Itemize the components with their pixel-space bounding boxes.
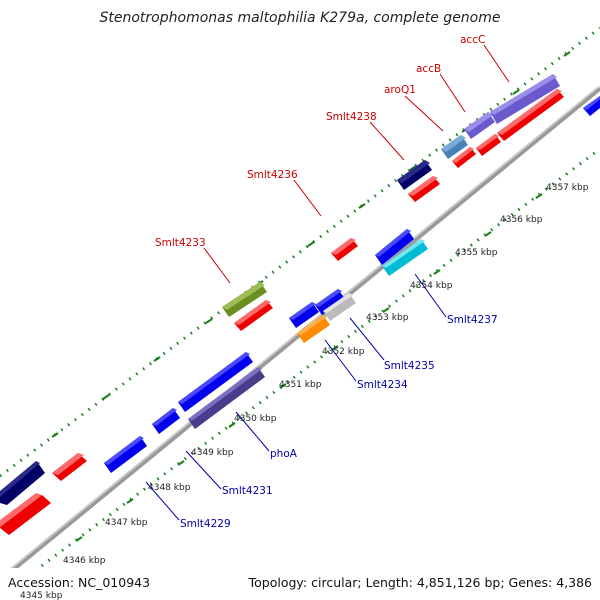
gene-feature[interactable] [0, 493, 51, 535]
gene-feature-green[interactable] [222, 282, 267, 317]
gene-label-aroQ1[interactable]: aroQ1 [384, 84, 416, 96]
gene-label-accC[interactable]: accC [460, 34, 485, 46]
gene-label-Smlt4236[interactable]: Smlt4236 [247, 169, 298, 181]
gene-feature[interactable] [234, 300, 273, 331]
gene-feature-purple[interactable] [464, 112, 495, 139]
gene-feature-slate[interactable] [188, 367, 265, 429]
gene-feature[interactable] [315, 289, 345, 315]
gene-feature[interactable] [375, 229, 414, 265]
gene-feature[interactable] [104, 436, 147, 473]
kbp-label: 4357 kbp [546, 183, 589, 193]
gene-label-Smlt4231[interactable]: Smlt4231 [222, 485, 273, 497]
gene-feature[interactable] [331, 238, 358, 261]
gene-feature[interactable] [178, 352, 253, 412]
label-leaders [145, 44, 510, 521]
tick-track-outer [0, 26, 600, 478]
kbp-label: 4353 kbp [366, 313, 409, 323]
gene-feature[interactable] [452, 147, 476, 168]
accession-text: Accession: NC_010943 [8, 575, 150, 590]
gene-label-accB[interactable]: accB [416, 63, 441, 75]
gene-feature-steelblue[interactable] [441, 135, 468, 159]
kbp-label: 4352 kbp [322, 347, 365, 357]
gene-label-Smlt4234[interactable]: Smlt4234 [357, 379, 408, 391]
gene-feature[interactable] [289, 302, 319, 328]
gene-label-Smlt4237[interactable]: Smlt4237 [447, 314, 498, 326]
gene-feature[interactable] [408, 176, 440, 202]
kbp-label: 4347 kbp [105, 518, 148, 528]
gene-feature-purple[interactable] [490, 74, 560, 124]
kbp-label: 4354 kbp [410, 281, 453, 291]
gene-feature[interactable] [583, 96, 600, 116]
gene-labels: accC accB aroQ1 Smlt4238 Smlt4236 Smlt42… [155, 34, 498, 530]
gene-label-Smlt4235[interactable]: Smlt4235 [384, 360, 435, 372]
kbp-label: 4351 kbp [279, 380, 322, 390]
gene-feature-cyan[interactable] [382, 239, 428, 276]
gene-feature[interactable] [497, 89, 564, 141]
gene-feature-orange[interactable] [297, 315, 330, 343]
gene-feature[interactable] [52, 453, 87, 481]
gene-label-Smlt4233[interactable]: Smlt4233 [155, 237, 206, 249]
tick-track-inner [27, 147, 600, 578]
gene-feature-gray[interactable] [323, 293, 356, 321]
kbp-label: 4349 kbp [191, 448, 234, 458]
gene-label-phoA[interactable]: phoA [270, 448, 298, 460]
minus-strand-genes [0, 96, 600, 505]
kbp-label: 4356 kbp [500, 215, 543, 225]
footer-band [0, 568, 600, 600]
kbp-label: 4348 kbp [148, 483, 191, 493]
kbp-label: 4346 kbp [63, 556, 106, 566]
map-title: Stenotrophomonas maltophilia K279a, comp… [100, 10, 501, 26]
genome-summary-text: Topology: circular; Length: 4,851,126 bp… [248, 575, 592, 590]
gene-label-Smlt4229[interactable]: Smlt4229 [180, 518, 231, 530]
kbp-labels: 4345 kbp 4346 kbp 4347 kbp 4348 kbp 4349… [20, 183, 589, 600]
gene-feature-navy[interactable] [397, 160, 432, 190]
gene-label-Smlt4238[interactable]: Smlt4238 [326, 111, 377, 123]
kbp-label: 4350 kbp [234, 414, 277, 424]
kbp-label: 4355 kbp [455, 248, 498, 258]
gene-feature-navy[interactable] [0, 461, 45, 505]
kbp-label-partial: 4345 kbp [20, 591, 63, 600]
gene-feature[interactable] [152, 408, 180, 434]
plus-strand-genes [0, 74, 564, 535]
gene-feature[interactable] [476, 134, 501, 156]
